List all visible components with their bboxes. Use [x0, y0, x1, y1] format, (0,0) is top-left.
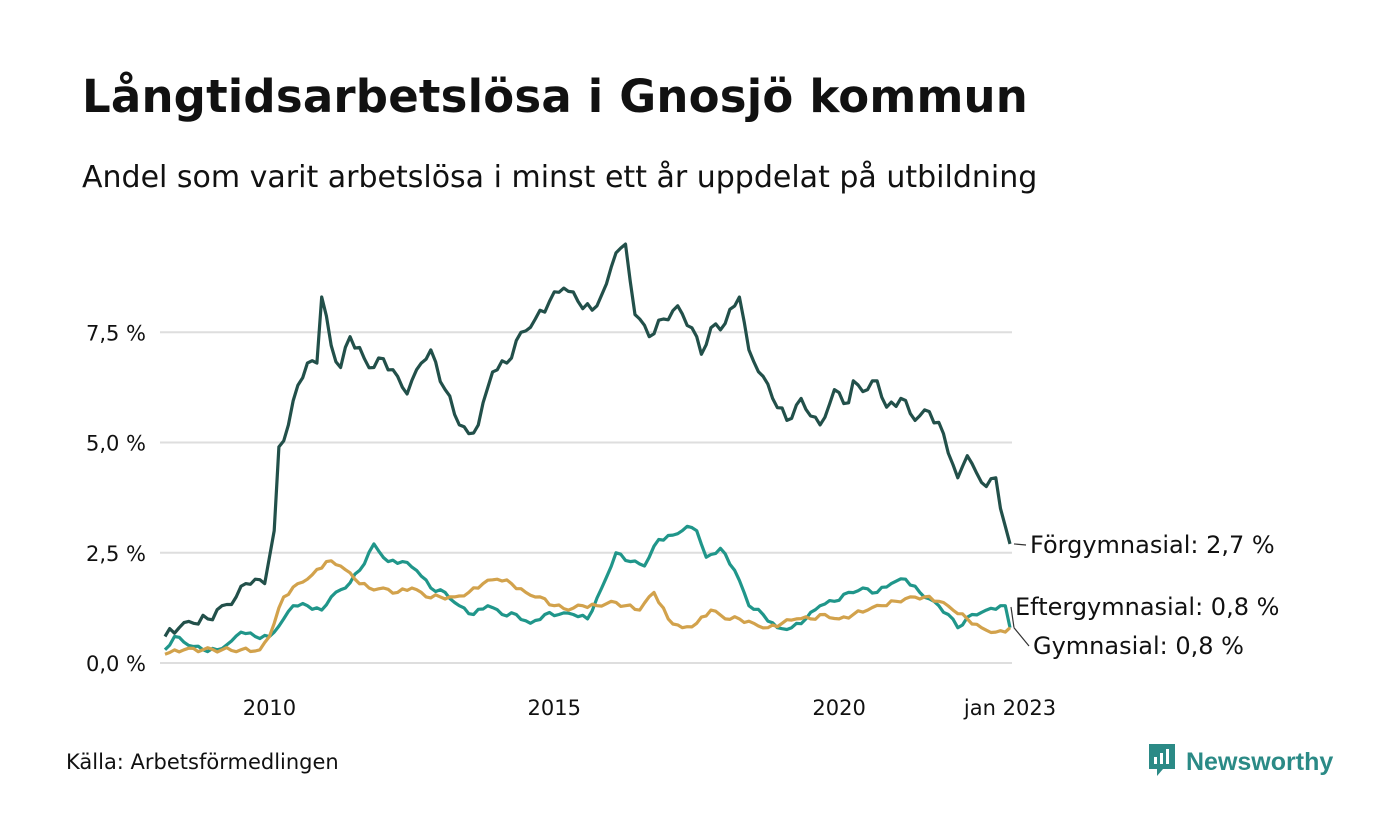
series-line [164, 559, 1012, 656]
gridlines [160, 331, 1012, 664]
x-tick-label: 2010 [243, 696, 296, 720]
series-line [163, 524, 1012, 654]
series-line [163, 242, 1012, 638]
label-connector [1013, 627, 1030, 647]
series-end-labels: Förgymnasial: 2,7 % Eftergymnasial: 0,8 %… [1010, 531, 1279, 660]
y-tick-label: 5,0 % [86, 432, 146, 456]
brand-logo[interactable]: Newsworthy [1148, 744, 1333, 780]
series-end-label: Förgymnasial: 2,7 % [1030, 531, 1275, 559]
chart-title: Långtidsarbetslösa i Gnosjö kommun [82, 70, 1029, 123]
series-end-label: Eftergymnasial: 0,8 % [1015, 593, 1279, 621]
series-end-label: Gymnasial: 0,8 % [1033, 632, 1244, 660]
newsworthy-logo-icon [1148, 743, 1176, 781]
y-tick-label: 7,5 % [86, 321, 146, 345]
y-tick-label: 2,5 % [86, 542, 146, 566]
x-tick-label: 2020 [812, 696, 865, 720]
label-connector [1010, 606, 1015, 628]
x-axis: 2010 2015 2020 jan 2023 [243, 696, 1056, 720]
y-tick-label: 0,0 % [86, 652, 146, 676]
label-connector [1013, 543, 1027, 546]
chart-subtitle: Andel som varit arbetslösa i minst ett å… [82, 160, 1038, 195]
x-tick-label: 2015 [528, 696, 581, 720]
brand-name: Newsworthy [1186, 747, 1334, 776]
x-tick-label: jan 2023 [963, 696, 1056, 720]
series-lines [163, 242, 1012, 656]
y-axis: 0,0 % 2,5 % 5,0 % 7,5 % [86, 321, 146, 676]
source-note: Källa: Arbetsförmedlingen [66, 750, 339, 774]
